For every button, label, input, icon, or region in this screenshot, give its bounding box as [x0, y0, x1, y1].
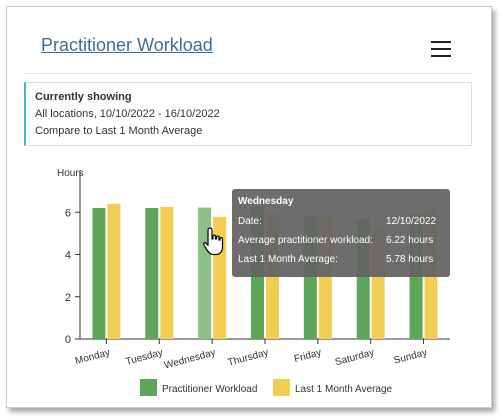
legend-swatch-practitioner-workload	[140, 379, 157, 396]
tooltip-value: 5.78 hours	[386, 254, 434, 265]
tooltip-row-date: Date: 12/10/2022	[238, 216, 444, 230]
y-axis-label: Hours	[57, 168, 84, 179]
tooltip-label: Last 1 Month Average:	[238, 254, 338, 265]
comparison-text: Compare to Last 1 Month Average	[35, 125, 203, 137]
y-tick-label: 2	[65, 292, 71, 304]
legend-label-practitioner-workload: Practitioner Workload	[162, 384, 257, 395]
x-tick-label: Saturday	[334, 347, 376, 368]
chart-tooltip: Wednesday Date: 12/10/2022 Average pract…	[232, 189, 450, 277]
x-tick-label: Thursday	[227, 347, 270, 368]
x-tick-label: Sunday	[393, 347, 429, 366]
tooltip-label: Date:	[238, 216, 262, 227]
tooltip-label: Average practitioner workload:	[238, 235, 373, 246]
legend-swatch-last-month-average	[273, 379, 290, 396]
header-divider	[25, 73, 473, 74]
y-tick-label: 4	[65, 250, 71, 262]
tooltip-row-average: Last 1 Month Average: 5.78 hours	[238, 254, 444, 268]
tooltip-value: 6.22 hours	[386, 235, 434, 246]
bar-last-month-average	[160, 206, 174, 339]
bar-practitioner-workload	[92, 208, 106, 339]
x-tick-label: Friday	[293, 347, 323, 365]
tooltip-title: Wednesday	[238, 196, 294, 207]
x-tick-label: Wednesday	[163, 347, 217, 371]
legend-label-last-month-average: Last 1 Month Average	[295, 384, 393, 395]
currently-showing-panel: Currently showing All locations, 10/10/2…	[24, 82, 472, 146]
tooltip-row-workload: Average practitioner workload: 6.22 hour…	[238, 235, 444, 249]
y-tick-label: 6	[65, 207, 71, 219]
widget-title[interactable]: Practitioner Workload	[41, 35, 213, 55]
bar-last-month-average	[107, 203, 121, 339]
hamburger-menu-icon[interactable]	[431, 41, 451, 57]
tooltip-value: 12/10/2022	[386, 216, 437, 227]
x-tick-label: Monday	[74, 347, 111, 367]
currently-showing-heading: Currently showing	[35, 91, 132, 103]
y-tick-label: 0	[65, 334, 71, 346]
hand-pointer-icon	[202, 227, 224, 256]
bar-practitioner-workload	[145, 208, 159, 339]
date-range-text: All locations, 10/10/2022 - 16/10/2022	[35, 108, 220, 120]
x-tick-label: Tuesday	[125, 347, 165, 367]
